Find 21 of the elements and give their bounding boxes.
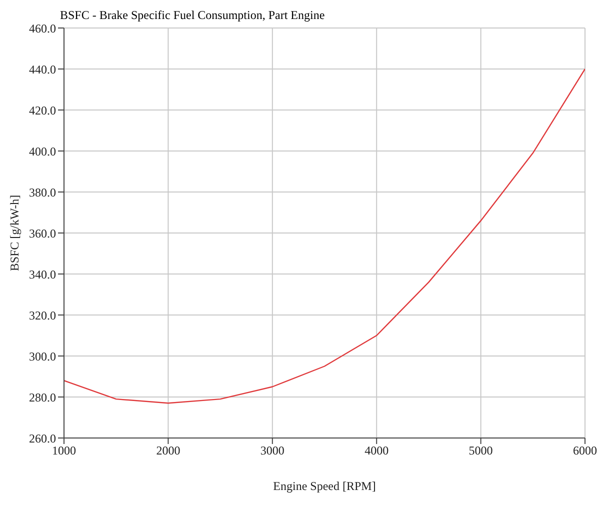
line-series bbox=[64, 68, 585, 404]
x-tick-label: 5000 bbox=[468, 444, 493, 458]
x-tick-label: 2000 bbox=[156, 444, 180, 458]
x-tick-label: 6000 bbox=[573, 444, 597, 458]
x-axis-title: Engine Speed [RPM] bbox=[273, 479, 376, 493]
y-tick-label: 260.0 bbox=[29, 431, 56, 446]
x-tick-label: 4000 bbox=[364, 444, 389, 458]
y-tick-label: 320.0 bbox=[29, 308, 56, 322]
y-tick-label: 300.0 bbox=[29, 349, 56, 364]
y-tick-label: 440.0 bbox=[29, 62, 56, 76]
y-axis-title: BSFC [g/kW-h] bbox=[7, 194, 22, 272]
y-tick-label: 280.0 bbox=[29, 390, 56, 404]
y-tick-label: 400.0 bbox=[29, 144, 56, 158]
y-tick-label: 360.0 bbox=[29, 226, 56, 240]
x-tick-label: 1000 bbox=[52, 444, 76, 458]
y-tick-label: 420.0 bbox=[29, 103, 56, 118]
y-tick-label: 460.0 bbox=[29, 21, 56, 36]
y-tick-label: 340.0 bbox=[29, 267, 56, 282]
x-tick-label: 3000 bbox=[260, 444, 284, 458]
y-tick-label: 380.0 bbox=[29, 185, 56, 200]
chart-title: BSFC - Brake Specific Fuel Consumption, Part Engine bbox=[60, 8, 325, 22]
